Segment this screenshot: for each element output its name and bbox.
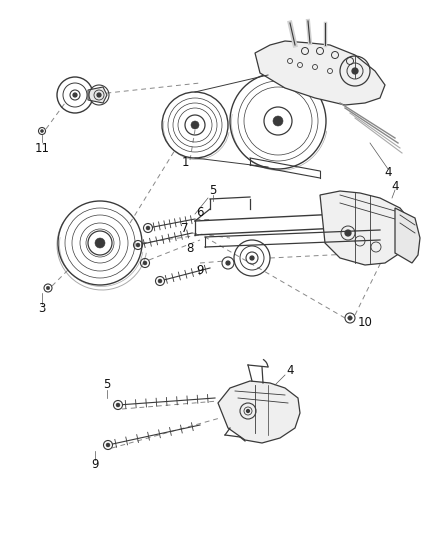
Circle shape: [46, 286, 50, 290]
Polygon shape: [218, 381, 300, 443]
Text: 1: 1: [181, 156, 189, 168]
Circle shape: [348, 316, 352, 320]
Circle shape: [191, 121, 199, 129]
Text: 9: 9: [196, 263, 204, 277]
Polygon shape: [255, 41, 385, 105]
Text: 9: 9: [91, 458, 99, 472]
Text: 4: 4: [384, 166, 392, 180]
Circle shape: [146, 226, 150, 230]
Circle shape: [345, 230, 351, 236]
Circle shape: [116, 403, 120, 407]
Circle shape: [352, 68, 358, 74]
Polygon shape: [88, 87, 107, 103]
Circle shape: [136, 243, 140, 247]
Text: 6: 6: [196, 206, 204, 220]
Circle shape: [95, 238, 105, 248]
Circle shape: [106, 443, 110, 447]
Text: 4: 4: [391, 180, 399, 192]
Polygon shape: [395, 208, 420, 263]
Text: 3: 3: [38, 302, 46, 314]
Text: 4: 4: [286, 365, 294, 377]
Circle shape: [73, 93, 77, 97]
Circle shape: [247, 409, 250, 413]
Text: 5: 5: [103, 378, 111, 392]
Circle shape: [273, 116, 283, 126]
Text: 10: 10: [357, 317, 372, 329]
Text: 5: 5: [209, 184, 217, 198]
Text: 8: 8: [186, 241, 194, 254]
Circle shape: [97, 93, 101, 97]
Polygon shape: [320, 191, 412, 265]
Circle shape: [143, 261, 147, 265]
Circle shape: [250, 256, 254, 260]
Circle shape: [40, 130, 43, 133]
Text: 11: 11: [35, 141, 49, 155]
Circle shape: [158, 279, 162, 283]
Circle shape: [226, 261, 230, 265]
Text: 7: 7: [181, 222, 189, 235]
